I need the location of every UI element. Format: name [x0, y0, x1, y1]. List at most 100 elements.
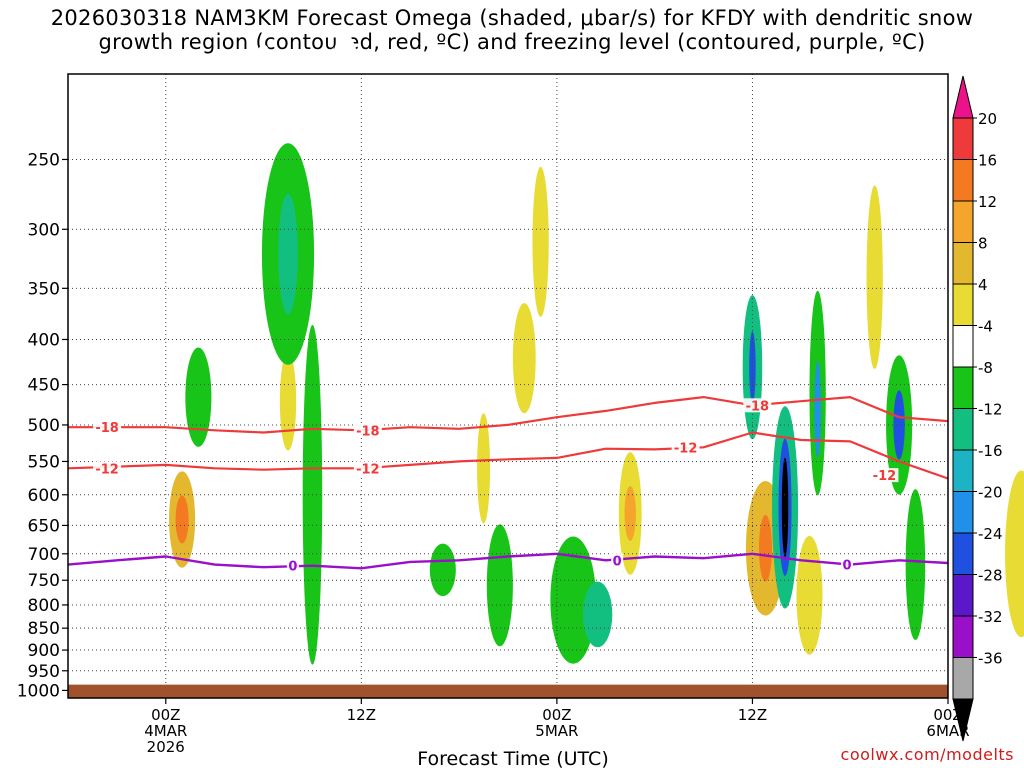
contour-label-bg	[840, 557, 853, 572]
y-tick-label: 350	[28, 279, 60, 299]
colorbar-segment	[952, 491, 974, 534]
credit-text: coolwx.com/modelts	[840, 745, 1014, 764]
y-tick-label: 400	[28, 330, 60, 350]
colorbar-label: -4	[978, 318, 993, 336]
colorbar-segment	[952, 242, 974, 285]
colorbar-segment	[952, 283, 974, 326]
y-tick-label: 300	[28, 220, 60, 240]
colorbar-label: 20	[978, 110, 997, 128]
omega-cell	[278, 193, 298, 315]
dendritic-contour-label: -12	[95, 462, 119, 477]
omega-cell	[175, 495, 189, 544]
x-tick-label: 5MAR	[535, 722, 578, 740]
contour-label-bg	[671, 440, 700, 455]
colorbar-segment	[952, 200, 974, 243]
omega-cell	[781, 457, 789, 558]
omega-cell	[773, 57, 797, 349]
y-tick-label: 450	[28, 376, 60, 396]
colorbar-label: 16	[978, 152, 997, 170]
colorbar: 20 16 12 8 4 -4 -8 -12 -16 -20 -24 -28 -32 -36	[952, 75, 1003, 742]
colorbar-segment	[952, 408, 974, 451]
colorbar-segment	[952, 615, 974, 658]
colorbar-segment	[952, 366, 974, 409]
x-tick-label: 6MAR	[926, 722, 969, 740]
x-tick-label: 12Z	[738, 706, 767, 724]
omega-cell	[582, 581, 613, 648]
omega-cell	[486, 524, 513, 647]
contour-label-bg	[353, 423, 382, 438]
chart-title-line1: 2026030318 NAM3KM Forecast Omega (shaded…	[50, 6, 974, 30]
y-tick-label: 550	[28, 452, 60, 472]
contour-label-bg	[743, 398, 772, 413]
y-tick-label: 900	[28, 641, 60, 661]
omega-cell	[599, 74, 629, 384]
y-tick-label: 650	[28, 516, 60, 536]
contour-label-bg	[353, 461, 382, 476]
colorbar-segment	[952, 574, 974, 617]
contour-lines	[68, 396, 948, 570]
colorbar-label: -20	[978, 484, 1003, 502]
colorbar-label: -24	[978, 525, 1003, 543]
omega-cell	[624, 486, 636, 541]
y-tick-label: 950	[28, 662, 60, 682]
contour-label-bg	[611, 553, 624, 568]
ground-layer	[68, 684, 948, 698]
contour-label-bg	[93, 461, 122, 476]
y-tick-label: 250	[28, 150, 60, 170]
omega-cell	[758, 514, 773, 582]
freezing-level-label: 0	[613, 554, 622, 569]
ground-fill	[68, 684, 948, 698]
x-tick-label: 4MAR	[144, 722, 187, 740]
colorbar-label: 4	[978, 276, 988, 294]
colorbar-segment	[952, 325, 974, 368]
dendritic-contour-line	[68, 431, 948, 480]
colorbar-segment	[952, 657, 974, 700]
dendritic-contour-label: -12	[873, 469, 897, 484]
contour-label-bg	[93, 420, 122, 435]
omega-cell	[893, 390, 905, 460]
omega-cell	[814, 361, 821, 458]
dendritic-contour-label: -12	[674, 441, 698, 456]
colorbar-segment	[952, 532, 974, 575]
omega-cell	[325, 32, 365, 223]
omega-cell	[532, 166, 549, 317]
omega-cell	[749, 331, 756, 403]
colorbar-label: -36	[978, 650, 1003, 668]
x-tick-label: 12Z	[347, 706, 376, 724]
omega-cell	[918, 218, 962, 441]
omega-cell	[279, 352, 297, 451]
y-tick-label: 750	[28, 571, 60, 591]
chart-title: 2026030318 NAM3KM Forecast Omega (shaded…	[0, 6, 1024, 54]
plot-frame	[67, 73, 949, 699]
omega-cell	[905, 489, 926, 641]
x-axis-label: Forecast Time (UTC)	[417, 748, 608, 768]
y-tick-label: 500	[28, 416, 60, 436]
omega-cell	[185, 347, 212, 447]
contour-label-bg	[870, 468, 899, 483]
x-tick-label: 2026	[147, 738, 185, 756]
omega-cell	[550, 536, 596, 664]
colorbar-label: 12	[978, 193, 997, 211]
dendritic-contour-line	[68, 396, 948, 434]
axes: 2503003504004505005506006507007508008509…	[17, 73, 970, 768]
y-tick-label: 700	[28, 545, 60, 565]
omega-cell	[827, 61, 857, 344]
omega-cell	[512, 303, 536, 414]
omega-cell	[1005, 470, 1024, 638]
contour-labels: -18 -18 -18 -12 -12 -12 -12 0 0 0	[93, 398, 899, 575]
omega-cell	[429, 543, 456, 597]
y-tick-label: 600	[28, 486, 60, 506]
omega-cell	[866, 185, 883, 370]
y-tick-label: 850	[28, 619, 60, 639]
colorbar-label: -32	[978, 608, 1003, 626]
dendritic-contour-label: -18	[356, 424, 380, 439]
dendritic-contour-label: -18	[746, 399, 770, 414]
chart-title-line2: growth region (contoured, red, ºC) and f…	[98, 30, 926, 54]
colorbar-label: -12	[978, 401, 1003, 419]
omega-cell	[477, 413, 491, 524]
y-tick-label: 800	[28, 596, 60, 616]
colorbar-segment	[952, 159, 974, 202]
x-tick-label: 00Z	[151, 706, 180, 724]
colorbar-segment	[952, 117, 974, 160]
